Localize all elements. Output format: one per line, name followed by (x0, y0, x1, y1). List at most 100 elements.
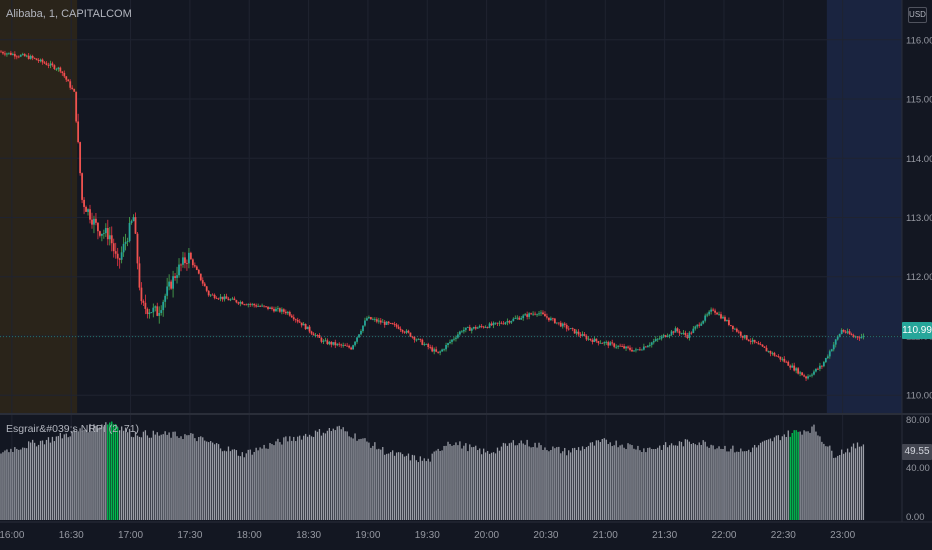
candle-body (793, 365, 796, 371)
candle-body (498, 322, 501, 324)
candle-body (174, 276, 176, 278)
candle-body (93, 218, 95, 225)
candle-body (294, 319, 297, 321)
candle-body (828, 351, 831, 357)
time-axis-tick: 21:00 (593, 530, 618, 541)
candle-body (415, 339, 418, 341)
candle-body (146, 308, 149, 314)
candle-body (65, 76, 68, 80)
price-axis-tick: 112.00 (906, 272, 932, 283)
candle-body (739, 331, 742, 336)
candle-body (613, 343, 616, 347)
candle-body (819, 365, 821, 369)
candle-body (540, 312, 542, 314)
candle-body (128, 222, 131, 242)
candle-body (324, 340, 327, 342)
candle-body (59, 67, 62, 72)
candle-body (504, 322, 507, 325)
candle-body (607, 342, 610, 346)
candle-body (593, 338, 596, 342)
indicator-axis-tick: 40.00 (906, 463, 930, 474)
time-axis-tick: 22:30 (771, 530, 796, 541)
candle-body (156, 306, 159, 316)
indicator-legend[interactable]: Esgrair&#039;s NRPI (2, 71) (6, 423, 140, 435)
candle-body (563, 323, 566, 325)
indicator-axis-tick: 0.00 (906, 512, 925, 523)
time-axis-tick: 17:30 (177, 530, 202, 541)
candle-body (656, 338, 659, 340)
candle-body (555, 322, 558, 324)
time-axis-tick: 20:30 (533, 530, 558, 541)
candle-body (696, 324, 699, 327)
candle-body (466, 327, 469, 328)
candle-body (197, 269, 200, 274)
candle-body (457, 334, 459, 338)
candle-body (403, 331, 406, 333)
candle-body (441, 349, 443, 352)
candle-body (704, 315, 707, 321)
candle-body (484, 327, 487, 328)
candle-body (733, 328, 736, 330)
candle-body (423, 344, 426, 345)
interval-label[interactable]: 1 (48, 8, 55, 20)
candle-body (344, 345, 347, 346)
candle-body (411, 336, 414, 338)
candle-body (842, 329, 845, 332)
candle-body (269, 307, 271, 309)
currency-button[interactable]: USD (908, 7, 927, 23)
candle-body (241, 301, 244, 305)
candle-body (11, 53, 14, 55)
candle-body (637, 349, 639, 351)
candle-body (506, 321, 509, 323)
candle-body (186, 263, 188, 264)
candle-body (447, 343, 449, 345)
candle-body (104, 228, 107, 234)
candle-body (243, 304, 246, 306)
candle-body (569, 328, 572, 330)
candle-body (413, 336, 416, 340)
time-axis-tick: 19:30 (415, 530, 440, 541)
candle-body (783, 358, 786, 362)
candle-body (278, 308, 281, 312)
candle-body (259, 306, 262, 307)
time-axis-tick: 19:00 (355, 530, 380, 541)
candle-body (340, 344, 343, 346)
candle-body (300, 322, 303, 326)
candle-body (39, 59, 42, 62)
candle-body (336, 343, 339, 346)
candle-body (646, 345, 649, 348)
candle-body (603, 342, 606, 344)
candle-body (318, 335, 321, 338)
candle-body (832, 344, 835, 350)
candle-body (433, 349, 436, 352)
candle-body (718, 314, 720, 316)
candle-body (332, 342, 335, 345)
candle-body (255, 305, 258, 307)
candle-body (761, 344, 764, 347)
price-axis-tick: 114.00 (906, 154, 932, 165)
candle-body (565, 324, 568, 329)
candle-body (470, 328, 473, 331)
candle-body (203, 283, 206, 287)
candle-body (37, 60, 40, 62)
symbol-name[interactable]: Alibaba (6, 8, 43, 20)
candle-body (176, 275, 178, 278)
candle-body (664, 335, 667, 338)
candle-body (464, 327, 467, 330)
candle-body (856, 336, 859, 338)
candle-body (609, 342, 612, 346)
candle-body (453, 338, 455, 340)
candle-body (486, 327, 489, 328)
candle-body (526, 314, 529, 317)
candle-body (522, 315, 525, 319)
candle-body (178, 264, 180, 276)
candle-body (55, 68, 58, 70)
candle-body (848, 331, 851, 335)
candle-body (6, 53, 8, 55)
candle-body (89, 209, 91, 220)
candle-body (706, 314, 709, 316)
candle-body (164, 295, 167, 302)
chart-legend[interactable]: Alibaba, 1, CAPITALCOM (6, 8, 132, 20)
candle-body (142, 301, 145, 303)
